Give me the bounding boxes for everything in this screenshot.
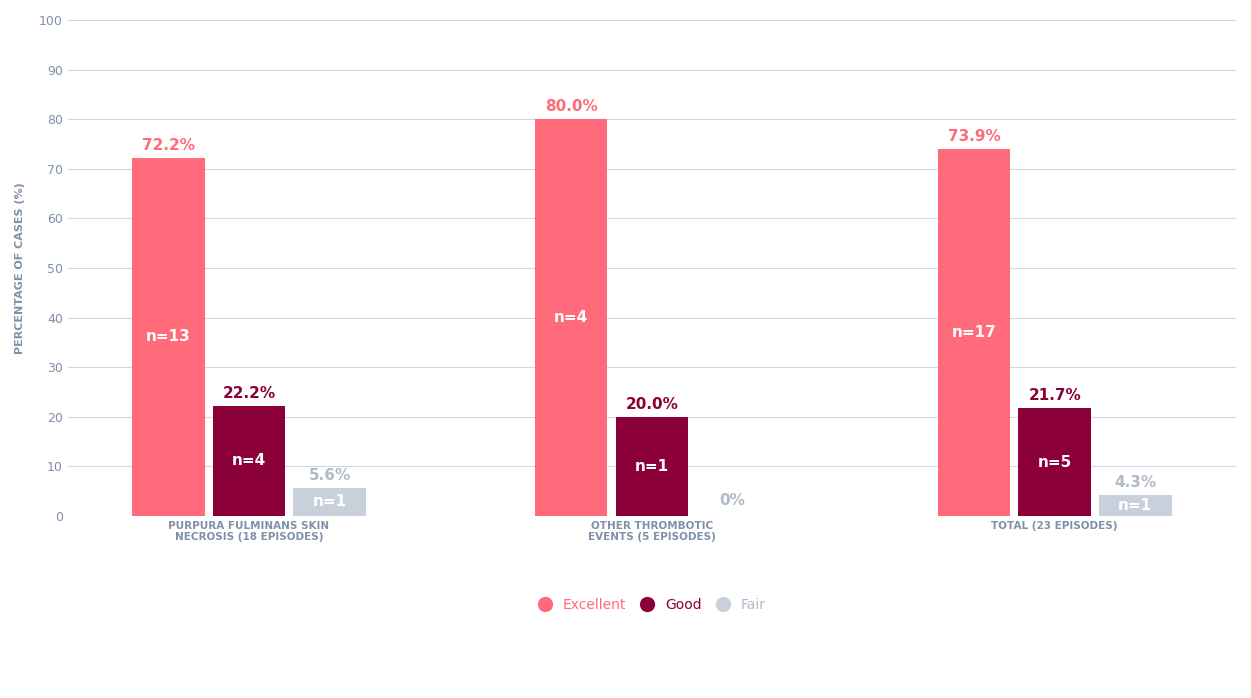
Text: n=5: n=5 <box>1037 454 1072 470</box>
Text: 5.6%: 5.6% <box>309 468 350 483</box>
Text: 0%: 0% <box>719 493 746 508</box>
Bar <box>615 417 688 516</box>
Bar <box>535 119 608 516</box>
Y-axis label: PERCENTAGE OF CASES (%): PERCENTAGE OF CASES (%) <box>15 182 25 354</box>
Bar <box>133 158 205 516</box>
Text: n=17: n=17 <box>952 325 997 340</box>
Bar <box>1100 495 1171 516</box>
Text: 21.7%: 21.7% <box>1028 388 1081 403</box>
Bar <box>1018 408 1091 516</box>
Text: n=1: n=1 <box>1118 498 1152 513</box>
Text: 72.2%: 72.2% <box>141 138 195 153</box>
Legend: Excellent, Good, Fair: Excellent, Good, Fair <box>533 593 772 618</box>
Text: 22.2%: 22.2% <box>223 386 275 401</box>
Text: n=4: n=4 <box>231 453 266 468</box>
Text: n=1: n=1 <box>634 459 669 474</box>
Bar <box>938 149 1011 516</box>
Text: 73.9%: 73.9% <box>948 129 1001 144</box>
Bar <box>213 406 285 516</box>
Text: n=4: n=4 <box>554 310 588 325</box>
Bar <box>293 488 365 516</box>
Text: 4.3%: 4.3% <box>1115 475 1156 489</box>
Text: n=1: n=1 <box>313 494 347 510</box>
Text: 20.0%: 20.0% <box>626 396 678 412</box>
Text: n=13: n=13 <box>146 329 190 344</box>
Text: 80.0%: 80.0% <box>545 99 598 114</box>
